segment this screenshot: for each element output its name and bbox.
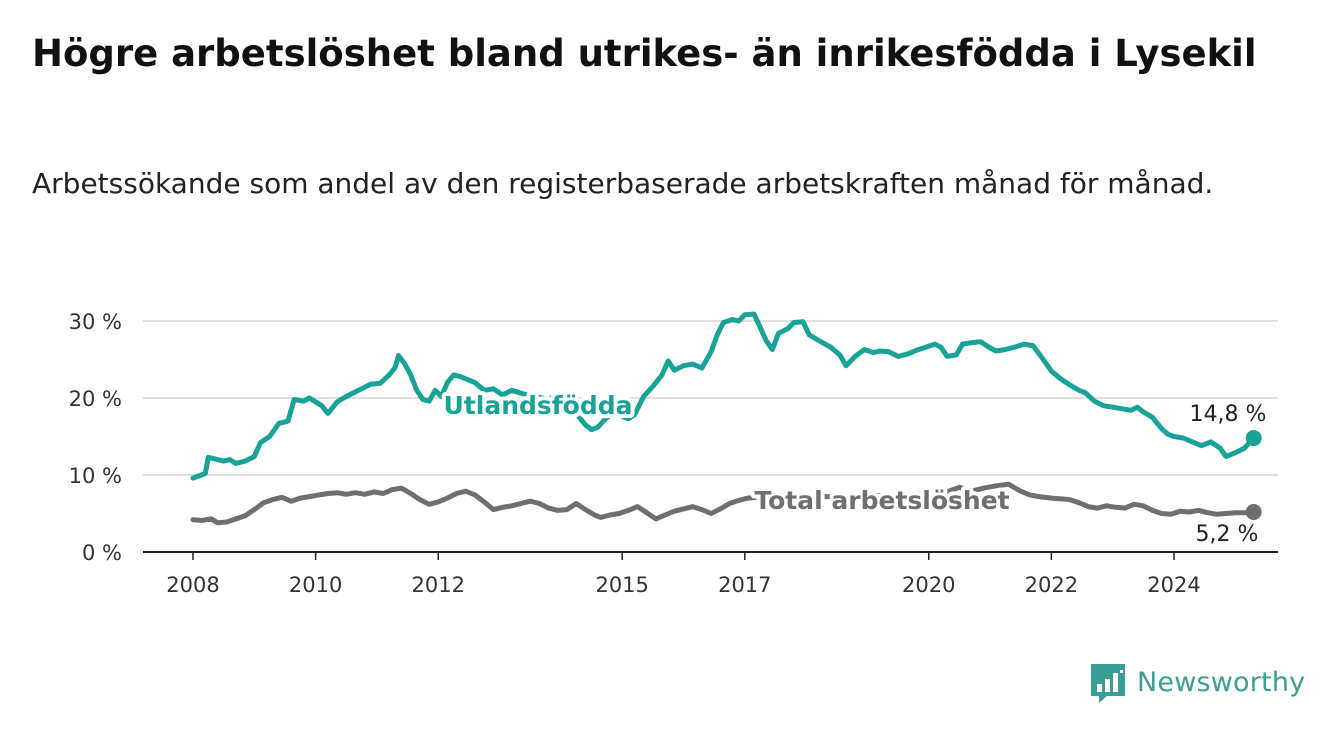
series-name-halo: Utlandsfödda	[444, 391, 633, 420]
chart-title: Högre arbetslöshet bland utrikes- än inr…	[32, 32, 1257, 75]
end-value-label: 14,8 %	[1190, 402, 1267, 427]
brand-name: Newsworthy	[1137, 666, 1306, 698]
newsworthy-logo[interactable]: Newsworthy	[1089, 660, 1305, 704]
x-tick-label: 2010	[289, 573, 342, 597]
x-tick-label: 2015	[595, 573, 648, 597]
y-tick-label: 20 %	[69, 387, 122, 411]
series-lines	[190, 311, 1262, 526]
series-line	[190, 311, 1257, 481]
y-axis-ticks: 0 % 10 % 20 % 30 %	[69, 310, 122, 565]
series-name-label: Total arbetslöshet	[754, 486, 1009, 515]
x-tick-label: 2022	[1025, 573, 1078, 597]
y-tick-label: 30 %	[69, 310, 122, 334]
series-end-point	[1245, 430, 1262, 447]
x-axis-ticks: 2008 2010 2012 2015 2017 2020 2022 2024	[166, 552, 1201, 597]
end-value-halo: 14,8 %	[1190, 402, 1267, 427]
x-tick-label: 2012	[412, 573, 465, 597]
x-tick-label: 2008	[166, 573, 219, 597]
chart-subtitle: Arbetssökande som andel av den registerb…	[32, 167, 1214, 200]
y-tick-label: 10 %	[69, 464, 122, 488]
series-line	[190, 481, 1257, 526]
series-name-label: Utlandsfödda	[444, 391, 633, 420]
end-value-halo: 5,2 %	[1196, 522, 1259, 547]
x-tick-label: 2024	[1147, 573, 1200, 597]
series-name-halo: Total arbetslöshet	[754, 486, 1009, 515]
bar-chart-bubble-icon	[1089, 662, 1127, 703]
x-tick-label: 2020	[902, 573, 955, 597]
y-tick-label: 0 %	[82, 541, 122, 565]
series-end-point	[1245, 503, 1262, 520]
x-tick-label: 2017	[718, 573, 771, 597]
end-value-label: 5,2 %	[1196, 522, 1259, 547]
